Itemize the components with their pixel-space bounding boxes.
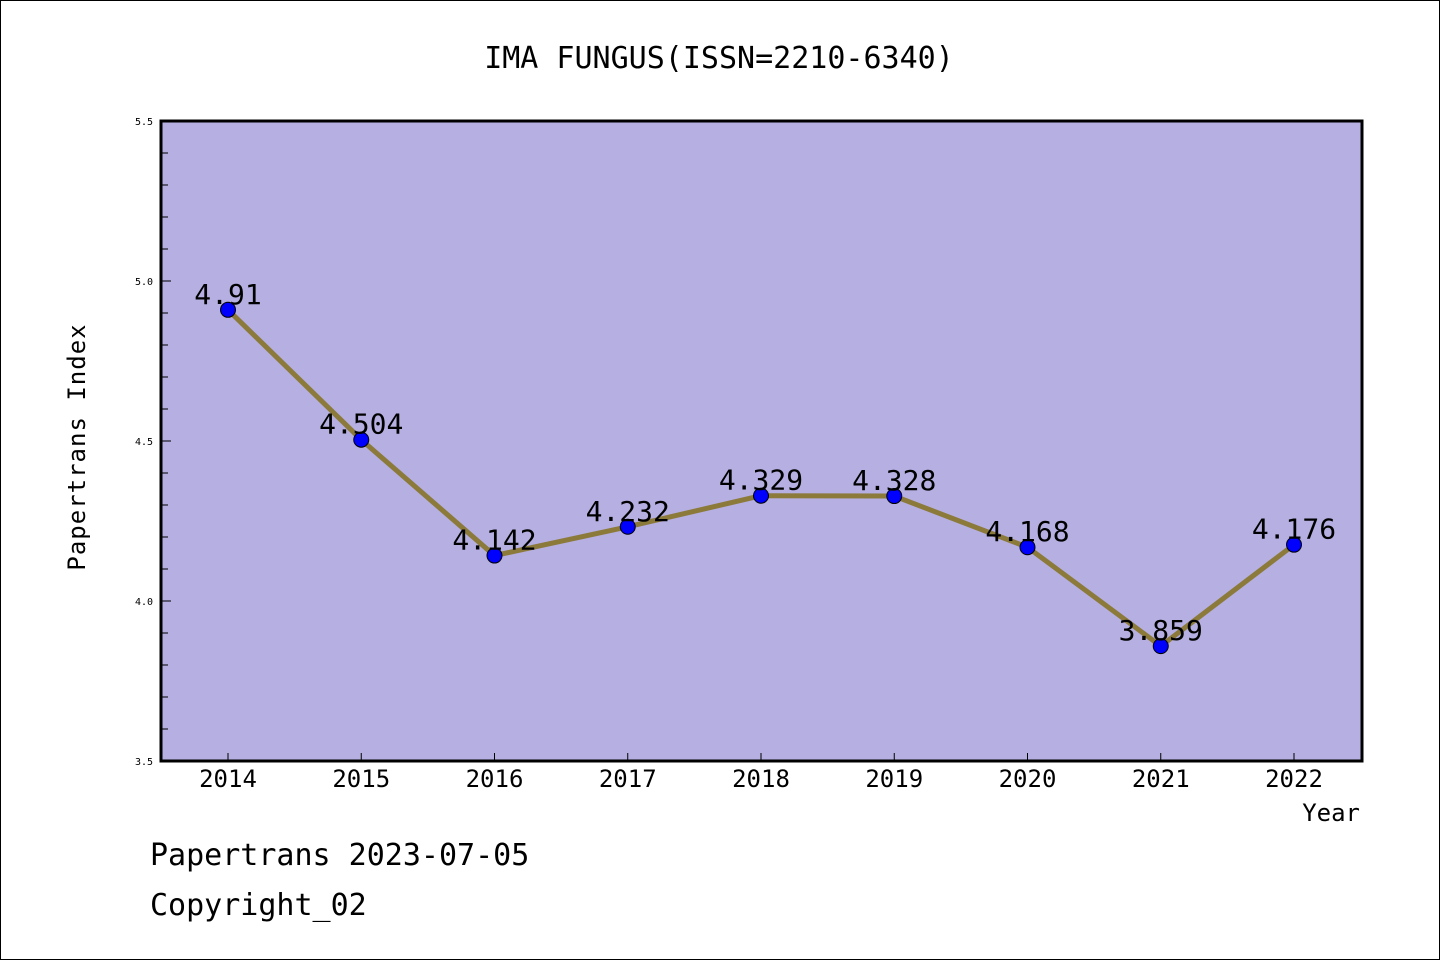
data-point xyxy=(1152,638,1169,655)
chart-title: IMA FUNGUS(ISSN=2210-6340) xyxy=(484,41,954,76)
y-tick-label: 4.0 xyxy=(135,597,153,608)
x-tick-label: 2022 xyxy=(1265,765,1323,793)
data-label: 4.504 xyxy=(319,408,403,441)
data-label: 4.328 xyxy=(852,464,936,497)
x-tick-label: 2019 xyxy=(865,765,923,793)
y-tick-label: 4.5 xyxy=(135,437,153,448)
footer-date: Papertrans 2023-07-05 xyxy=(150,838,529,873)
data-point xyxy=(220,301,236,318)
x-tick-label: 2015 xyxy=(332,765,390,793)
data-point xyxy=(486,547,503,564)
y-tick-label: 5.0 xyxy=(135,277,153,288)
plot-area xyxy=(159,119,1364,763)
x-tick-label: 2018 xyxy=(732,765,790,793)
x-tick-label: 2020 xyxy=(999,765,1057,793)
data-label: 4.329 xyxy=(719,464,803,497)
data-point xyxy=(353,431,370,448)
x-axis-label: Year xyxy=(1302,799,1360,827)
data-point xyxy=(886,488,903,505)
data-point xyxy=(753,487,769,504)
x-tick-label: 2021 xyxy=(1132,765,1190,793)
y-axis-ticks: 3.5 4.0 4.5 5.0 5.5 xyxy=(135,117,171,768)
series-group xyxy=(220,301,1302,655)
data-label: 4.91 xyxy=(194,278,261,311)
y-tick-label: 5.5 xyxy=(135,117,153,128)
x-tick-label: 2016 xyxy=(466,765,524,793)
data-point xyxy=(619,518,636,535)
y-tick-label: 3.5 xyxy=(135,757,153,768)
x-tick-label: 2017 xyxy=(599,765,657,793)
data-label: 4.176 xyxy=(1252,513,1336,546)
data-label: 4.142 xyxy=(452,524,536,557)
data-point xyxy=(1019,539,1036,556)
data-label: 3.859 xyxy=(1119,614,1203,647)
x-tick-label: 2014 xyxy=(199,765,257,793)
x-axis-ticks: 2014 2015 2016 2017 2018 2019 2020 2021 2022 xyxy=(199,753,1323,793)
footer-copyright: Copyright_02 xyxy=(150,888,367,923)
data-label: 4.232 xyxy=(586,495,670,528)
data-labels-group: 4.91 4.504 4.142 4.232 4.329 4.328 4.168 3.859 4… xyxy=(194,278,1336,647)
y-axis-label: Papertrans Index xyxy=(63,323,91,570)
data-point xyxy=(1286,536,1302,553)
data-label: 4.168 xyxy=(985,515,1069,548)
